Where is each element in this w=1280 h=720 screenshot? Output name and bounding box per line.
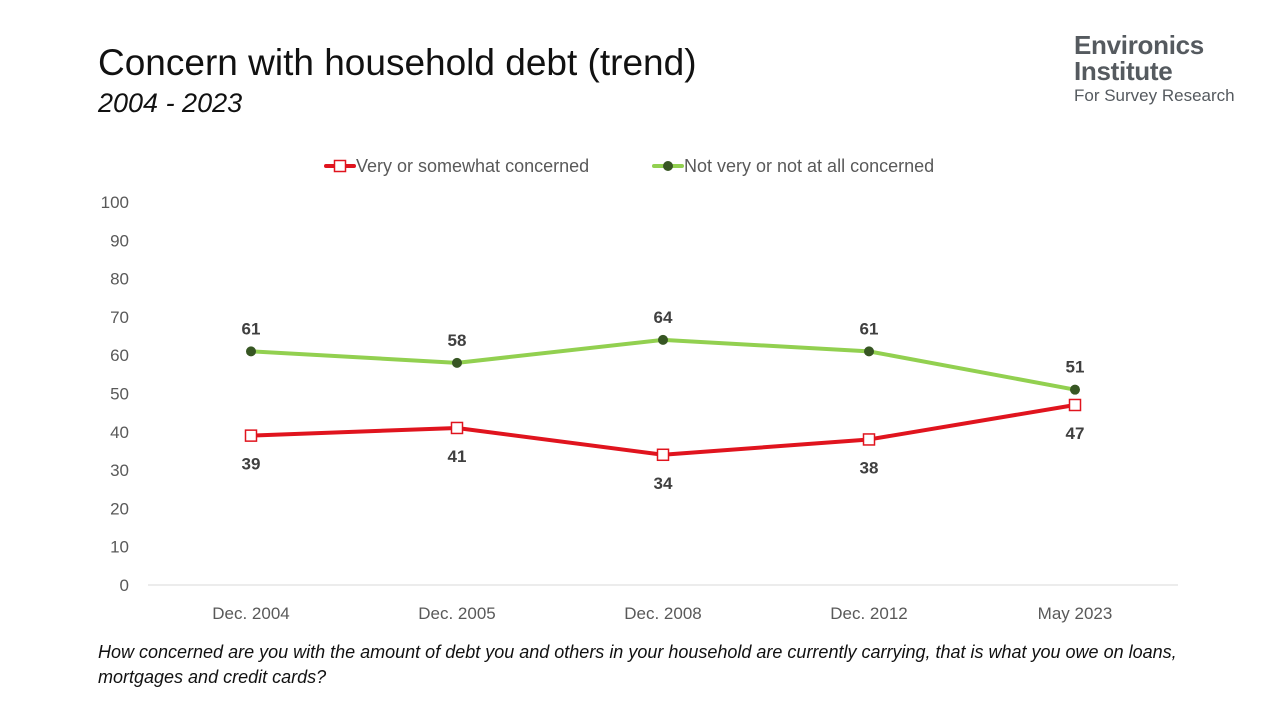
series-marker (244, 429, 258, 442)
x-tick-label: Dec. 2005 (418, 604, 496, 623)
series-marker (452, 357, 462, 368)
series-marker (656, 448, 670, 462)
survey-question: How concerned are you with the amount of… (98, 642, 1177, 687)
data-label: 58 (448, 331, 467, 350)
data-label: 39 (242, 455, 261, 474)
logo-line-1: Environics (1074, 30, 1204, 60)
legend-swatch-marker (333, 159, 347, 173)
data-label: 38 (860, 458, 879, 477)
legend-label: Not very or not at all concerned (684, 156, 934, 176)
y-tick-label: 90 (110, 231, 129, 250)
x-tick-label: May 2023 (1038, 604, 1113, 623)
y-tick-label: 80 (110, 270, 129, 289)
series-line (249, 402, 1077, 457)
x-tick-label: Dec. 2004 (212, 604, 290, 623)
series-marker (246, 346, 256, 357)
series-marker (862, 433, 876, 446)
legend-swatch-marker (663, 161, 673, 171)
page-title: Concern with household debt (trend) (98, 42, 697, 83)
series-line (249, 337, 1077, 392)
y-tick-label: 60 (110, 346, 129, 365)
logo: Environics Institute For Survey Research (1074, 32, 1235, 104)
data-label: 47 (1066, 424, 1085, 443)
y-tick-label: 70 (110, 308, 129, 327)
logo-line-2: Institute (1074, 56, 1173, 86)
series-marker (1068, 398, 1082, 412)
y-tick-label: 10 (110, 538, 129, 557)
y-tick-label: 0 (120, 576, 129, 595)
legend-label: Very or somewhat concerned (356, 156, 589, 176)
x-tick-label: Dec. 2012 (830, 604, 908, 623)
y-tick-label: 30 (110, 461, 129, 480)
data-label: 51 (1066, 358, 1085, 377)
y-tick-label: 50 (110, 385, 129, 404)
data-label: 34 (654, 474, 673, 493)
series-marker (658, 334, 668, 345)
y-tick-label: 20 (110, 499, 129, 518)
page-subtitle: 2004 - 2023 (98, 88, 243, 118)
x-tick-label: Dec. 2008 (624, 604, 702, 623)
logo-line-3: For Survey Research (1074, 86, 1235, 105)
data-label: 61 (242, 319, 261, 338)
y-tick-label: 40 (110, 423, 129, 442)
line-chart: 0 10 20 30 40 50 60 70 80 90 100 Dec. 2004 Dec. 2005… (101, 156, 1178, 623)
data-label: 41 (448, 447, 467, 466)
series-marker (450, 421, 464, 435)
series-marker (864, 346, 874, 357)
y-tick-label: 100 (101, 193, 129, 212)
data-label: 61 (860, 319, 879, 338)
series-marker (1070, 384, 1080, 395)
data-label: 64 (654, 308, 673, 327)
